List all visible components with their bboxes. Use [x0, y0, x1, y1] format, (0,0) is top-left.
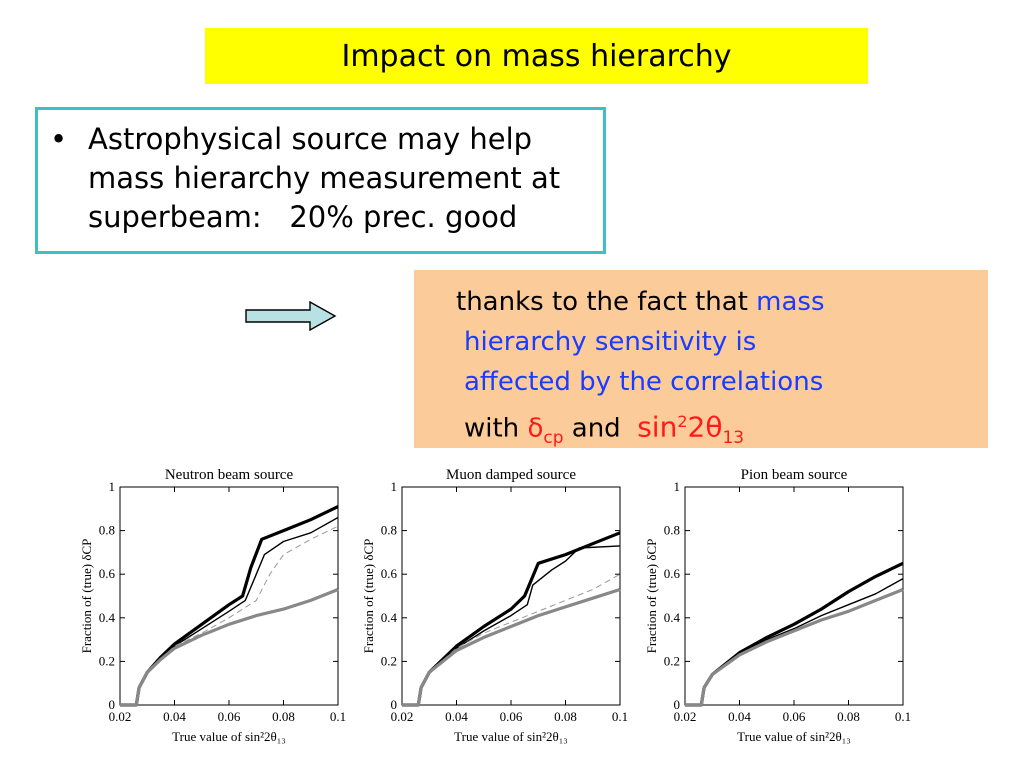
chart-title: Neutron beam source [165, 467, 294, 483]
x-tick-label: 0.06 [783, 709, 806, 724]
chart-pion-beam: Pion beam source 0.02 0.04 0.06 0.08 0.1 0 0.2 0… [644, 467, 911, 744]
chart-title: Pion beam source [741, 467, 848, 483]
y-tick-label: 1 [391, 479, 398, 494]
series-line-thick-black [120, 505, 339, 707]
x-tick-label: 0.02 [674, 709, 697, 724]
y-tick-label: 0.2 [99, 653, 115, 668]
series-line-thin-black [120, 516, 339, 706]
theta-subscript: 13 [722, 427, 745, 448]
chart-neutron-beam: Neutron beam source 0.02 0.04 0.06 0.08 0.1 0 0… [79, 467, 346, 744]
note-plain-text: thanks to the fact that [456, 287, 757, 317]
note-line-1: thanks to the fact that mass [456, 282, 988, 322]
series-line-thick-black [402, 531, 621, 707]
note-line-4: with δcp and sin22θ13 [456, 402, 988, 458]
x-axis-label: True value of sin²2θ₁₃ [737, 729, 851, 744]
y-axis-label: Fraction of (true) δCP [644, 539, 659, 654]
note-line-2: hierarchy sensitivity is [464, 327, 757, 357]
note-and: and [563, 413, 638, 444]
series-line-dashed-gray [120, 525, 339, 706]
x-axis-label: True value of sin²2θ₁₃ [454, 729, 568, 744]
x-tick-label: 0.08 [837, 709, 860, 724]
y-tick-label: 0.4 [99, 610, 116, 625]
x-tick-label: 0.1 [330, 709, 346, 724]
note-line-3: affected by the correlations [464, 367, 824, 397]
slide-title-bar: Impact on mass hierarchy [205, 28, 868, 84]
x-tick-label: 0.04 [728, 709, 751, 724]
y-tick-label: 0 [109, 697, 116, 712]
chart-muon-damped: Muon damped source 0.02 0.04 0.06 0.08 0.1 0 0.… [361, 467, 628, 744]
x-tick-label: 0.04 [445, 709, 468, 724]
x-tick-label: 0.04 [163, 709, 186, 724]
x-tick-label: 0.06 [218, 709, 241, 724]
delta-symbol: δ [527, 413, 544, 444]
y-tick-label: 0.4 [664, 610, 681, 625]
y-tick-label: 0.6 [381, 566, 398, 581]
note-box: thanks to the fact that mass hierarchy s… [414, 270, 988, 448]
chart-title: Muon damped source [446, 467, 576, 483]
x-tick-label: 0.06 [500, 709, 523, 724]
two-theta: 2θ [687, 410, 723, 444]
slide-title: Impact on mass hierarchy [341, 38, 732, 74]
plot-frame [119, 486, 339, 706]
y-axis-label: Fraction of (true) δCP [79, 539, 94, 654]
y-tick-label: 1 [674, 479, 681, 494]
right-arrow-icon [245, 301, 337, 331]
bullet-symbol: • [50, 122, 68, 156]
x-tick-label: 0.1 [612, 709, 628, 724]
x-tick-label: 0.08 [554, 709, 577, 724]
y-tick-label: 0.8 [381, 523, 397, 538]
y-tick-label: 0.2 [664, 653, 680, 668]
y-tick-label: 0.6 [99, 566, 116, 581]
bullet-line-2: mass hierarchy measurement at [88, 161, 561, 195]
bullet-box: • Astrophysical source may help mass hie… [35, 107, 606, 254]
y-tick-label: 0 [391, 697, 398, 712]
y-tick-label: 0.6 [664, 566, 681, 581]
x-tick-label: 0.02 [109, 709, 132, 724]
note-with: with [464, 413, 528, 444]
y-tick-label: 0.2 [381, 653, 397, 668]
y-tick-label: 0 [674, 697, 681, 712]
sin-superscript: 2 [677, 412, 688, 431]
x-tick-label: 0.08 [272, 709, 295, 724]
plot-frame [401, 486, 621, 706]
bullet-text: Astrophysical source may help mass hiera… [88, 120, 593, 251]
series-line-thick-gray [685, 588, 904, 707]
series-line-dashed-gray [402, 573, 621, 706]
y-tick-label: 0.4 [381, 610, 398, 625]
note-highlight-mass: mass [756, 287, 825, 317]
series-line-thick-gray [402, 587, 621, 707]
x-tick-label: 0.1 [895, 709, 911, 724]
bullet-line-1: Astrophysical source may help [88, 122, 533, 156]
y-tick-label: 1 [109, 479, 116, 494]
y-tick-label: 0.8 [99, 523, 115, 538]
delta-subscript: cp [543, 427, 564, 448]
bullet-line-3: superbeam: 20% prec. good [88, 200, 518, 234]
y-axis-label: Fraction of (true) δCP [361, 539, 376, 654]
series-line-thick-gray [120, 588, 339, 707]
series-line-thin-black [685, 577, 904, 706]
x-axis-label: True value of sin²2θ₁₃ [172, 729, 286, 744]
x-tick-label: 0.02 [391, 709, 414, 724]
series-line-thick-black [685, 561, 904, 707]
sin-text: sin [637, 410, 678, 444]
y-tick-label: 0.8 [664, 523, 680, 538]
